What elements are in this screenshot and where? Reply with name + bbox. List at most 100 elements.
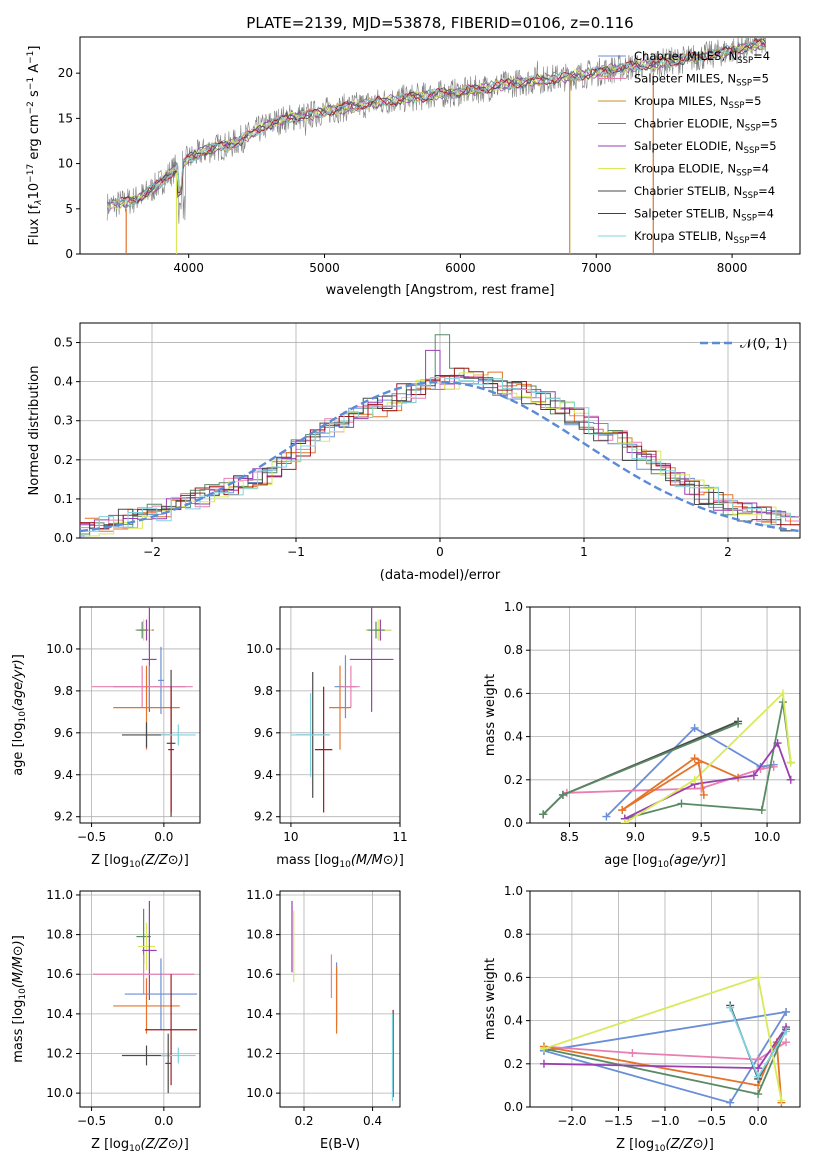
y-tick-label: 10.4 [246,1007,273,1021]
y-tick-label: 0.0 [54,531,73,545]
y-tick-label: 10.2 [46,1046,73,1060]
x-tick-label: −2.0 [557,1114,586,1128]
y-tick-label: 0.2 [504,1057,523,1071]
axes-frame [279,606,401,824]
weight-series-marker [618,806,627,815]
weight-series-marker [782,1038,791,1047]
weight-series-marker [726,1003,735,1012]
weight-lines [539,973,791,1107]
y-tick-label: 5 [65,202,73,216]
x-tick-label: −0.5 [77,1114,106,1128]
y-tick-label: 0.1 [54,492,73,506]
y-tick-label: 1.0 [504,884,523,898]
weight-series-marker [558,790,567,799]
weight-series-marker [786,758,795,767]
y-axis-label: mass [log10(M/M⊙)] [11,935,28,1063]
legend-label: Salpeter ELODIE, NSSP=5 [634,139,777,156]
legend-label: Kroupa ELODIE, NSSP=4 [634,162,769,179]
weight-series-marker [754,1072,763,1081]
axes-frame [279,890,401,1108]
y-tick-label: 10.0 [246,642,273,656]
y-tick-label: 0.8 [504,643,523,657]
y-tick-label: 0.6 [504,970,523,984]
axes-frame [79,890,201,1108]
mass-vs-metallicity-panel: −0.5 0.0 10.0 10.2 10.4 10.6 10.8 11.0 Z [log10(… [11,888,201,1154]
y-axis-label: Normed distribution [27,366,42,496]
spectrum-lines [106,37,767,254]
weight-series-marker [539,1044,548,1053]
legend-label: Kroupa MILES, NSSP=5 [634,94,761,111]
model-spectrum-line [106,41,766,209]
y-tick-label: 10.0 [46,642,73,656]
y-tick-label: 0.2 [54,453,73,467]
y-tick-label: 0.4 [504,1014,523,1028]
x-tick-label: 8.5 [560,830,579,844]
weight-series-marker [726,1098,735,1107]
weight-series-marker [782,1027,791,1036]
model-spectrum-line [106,43,766,209]
histogram-series [80,349,800,526]
x-tick-label: 11 [392,830,407,844]
weight-lines [539,689,795,823]
y-tick-label: 0.0 [504,1100,523,1114]
x-tick-label: 6000 [445,261,476,275]
axes-frame [79,322,801,539]
weight-series-marker [734,719,743,728]
x-tick-label: 8000 [717,261,748,275]
model-spectrum-line [106,38,766,211]
x-tick-label: −1.0 [650,1114,679,1128]
x-tick-label: 0 [436,545,444,559]
weight-series-line [543,1011,787,1052]
weight-series-marker [754,973,763,982]
mass-vs-extinction-panel: 0.2 0.4 10.0 10.2 10.4 10.6 10.8 11.0 E(B-V) [246,888,401,1152]
weight-series-marker [754,1055,763,1064]
errorbar-points [91,607,196,817]
y-tick-label: 9.4 [54,768,73,782]
histogram-series [80,367,800,530]
weight-series-marker [690,723,699,732]
spectrum-legend: Chabrier MILES, NSSP=4 Salpeter MILES, NS… [598,49,778,246]
histogram-series [84,371,800,532]
legend-label: Salpeter STELIB, NSSP=4 [634,207,774,224]
weight-series-marker [602,812,611,821]
x-tick-label: 10 [283,830,298,844]
y-tick-label: 9.2 [54,810,73,824]
weight-series-marker [628,1049,637,1057]
gaussian-legend-label: 𝒩(0, 1) [740,337,787,352]
weight-series-marker [539,1059,548,1068]
x-tick-label: −2 [143,545,161,559]
y-tick-label: 10.6 [46,967,73,981]
x-tick-label: −1 [287,545,305,559]
residuals-panel: −2 −1 0 1 2 0.0 0.1 0.2 0.3 0.4 0.5 𝒩(0, 1) (data-mo… [27,322,801,583]
weight-series-marker [782,1007,791,1016]
y-tick-label: 0.2 [504,773,523,787]
weight-series-marker [694,758,703,767]
weight-series-marker [777,1096,786,1105]
y-tick-label: 0.4 [54,375,73,389]
y-tick-label: 10.8 [46,928,73,942]
weight-series-marker [539,810,548,819]
gaussian-reference-curve [80,380,800,533]
legend-label: Kroupa STELIB, NSSP=4 [634,229,766,246]
histogram-series [84,372,800,537]
y-tick-label: 0.4 [504,730,523,744]
x-tick-label: −0.5 [77,830,106,844]
x-tick-label: 0.0 [154,1114,173,1128]
x-tick-label: 10.0 [754,830,781,844]
y-tick-label: 10.2 [246,1046,273,1060]
weight-series-marker [757,806,766,815]
histogram-series [80,334,796,535]
x-tick-label: 0.0 [154,830,173,844]
weight-series-marker [690,775,699,784]
y-tick-label: 9.4 [254,768,273,782]
x-tick-label: 2 [724,545,732,559]
y-tick-label: 10.0 [46,1086,73,1100]
y-axis-label: mass weight [483,674,498,756]
y-tick-label: 10.4 [46,1007,73,1021]
y-tick-label: 11.0 [246,888,273,902]
axes-frame [529,890,801,1108]
weight-series-marker [749,771,758,780]
x-tick-label: −1.5 [604,1114,633,1128]
y-tick-label: 9.8 [254,684,273,698]
